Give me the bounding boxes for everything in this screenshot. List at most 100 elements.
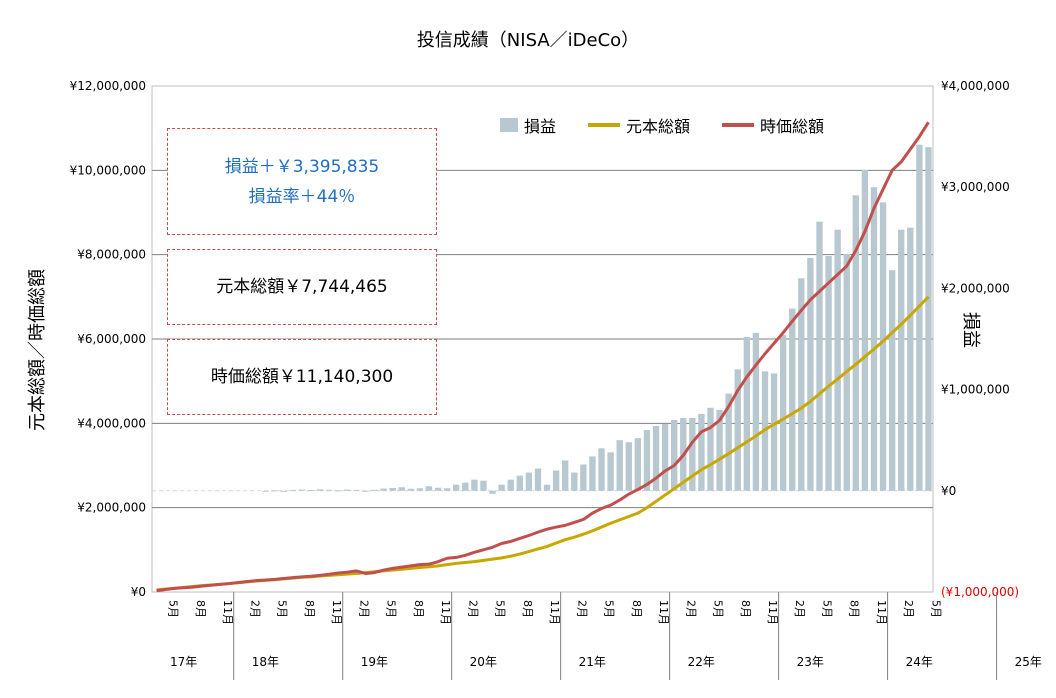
legend-market-swatch [722, 123, 755, 127]
left-tick-label: ¥6,000,000 [77, 332, 146, 346]
principal-summary-box: 元本総額￥7,744,465 [167, 249, 437, 325]
profit-bar [480, 480, 487, 491]
profit-bar [870, 187, 878, 491]
left-tick-label: ¥12,000,000 [70, 79, 146, 93]
profit-bar [334, 490, 342, 492]
profit-bar [888, 270, 896, 491]
profit-bar [498, 484, 505, 491]
profit-bar [298, 489, 306, 491]
profit-bar [425, 486, 433, 491]
profit-bar [453, 484, 460, 491]
year-label: 24年 [906, 655, 933, 669]
profit-bar [716, 409, 723, 491]
profit-bar [380, 488, 387, 491]
profit-bar [289, 489, 296, 491]
right-tick-label: ¥0 [941, 484, 956, 498]
profit-bar [407, 488, 414, 491]
year-label: 25年 [1015, 655, 1042, 669]
left-tick-label: ¥10,000,000 [70, 163, 146, 177]
profit-bar [807, 258, 814, 491]
legend-profit-label: 損益 [524, 117, 557, 136]
month-tick-label: 2月 [902, 600, 915, 618]
profit-bar [371, 489, 378, 491]
year-label: 23年 [797, 655, 824, 669]
legend-principal-label: 元本総額 [626, 117, 691, 136]
month-tick-label: 5月 [712, 600, 725, 618]
profit-bar [507, 479, 514, 491]
month-tick-label: 2月 [248, 600, 261, 618]
profit-bar [743, 336, 751, 491]
year-label: 18年 [252, 655, 279, 669]
month-tick-label: 2月 [684, 600, 697, 618]
market-line [156, 121, 930, 593]
legend-profit-swatch [500, 118, 518, 132]
profit-bar [589, 456, 596, 491]
profit-bar [798, 278, 805, 491]
profit-bar [552, 470, 560, 491]
profit-bar [861, 169, 869, 491]
profit-bar [698, 413, 705, 491]
legend-market-label: 時価総額 [760, 117, 825, 136]
profit-summary-text: 損益＋￥3,395,835 [224, 156, 380, 177]
month-tick-label: 2月 [575, 600, 588, 618]
month-tick-label: 5月 [385, 600, 398, 618]
profit-bar [489, 490, 496, 494]
profit-rate-text: 損益率＋44％ [248, 186, 356, 207]
profit-bar [516, 475, 523, 491]
left-tick-label: ¥8,000,000 [77, 248, 146, 262]
legend-principal: 元本総額 [588, 113, 690, 137]
month-tick-label: 11月 [657, 600, 670, 625]
profit-bar [280, 490, 287, 492]
month-tick-label: 8月 [194, 600, 207, 618]
month-tick-label: 5月 [167, 600, 180, 618]
profit-bar [671, 419, 678, 491]
profit-bar [834, 229, 841, 491]
right-tick-label: ¥3,000,000 [941, 180, 1010, 194]
year-label: 19年 [361, 655, 388, 669]
legend: 損益 元本総額 時価総額 [500, 113, 856, 137]
profit-bar [525, 472, 533, 491]
profit-bar [307, 489, 315, 491]
month-tick-label: 5月 [276, 600, 289, 618]
profit-bar [543, 484, 551, 491]
month-tick-label: 11月 [439, 600, 452, 625]
profit-bar [898, 229, 905, 491]
left-tick-label: ¥2,000,000 [77, 501, 146, 515]
profit-bar [825, 256, 832, 491]
profit-bar [852, 195, 859, 491]
year-label: 21年 [579, 655, 606, 669]
profit-bar [634, 438, 642, 491]
profit-bar [607, 452, 614, 491]
month-tick-label: 8月 [412, 600, 425, 618]
right-tick-label: ¥2,000,000 [941, 281, 1010, 295]
month-tick-label: 11月 [330, 600, 343, 625]
right-tick-label: ¥1,000,000 [941, 383, 1010, 397]
month-tick-label: 8月 [630, 600, 643, 618]
profit-bar [434, 487, 442, 491]
month-tick-label: 5月 [603, 600, 616, 618]
profit-bar [734, 369, 741, 491]
left-tick-label: ¥4,000,000 [77, 416, 146, 430]
profit-bar [471, 479, 478, 491]
profit-bar [879, 202, 887, 491]
profit-bar [907, 227, 914, 491]
profit-bar [325, 489, 333, 491]
profit-bar [571, 472, 578, 491]
profit-bar [271, 490, 278, 492]
profit-bar [562, 460, 569, 491]
left-axis-label: 元本総額／時価総額 [27, 269, 48, 431]
legend-profit: 損益 [500, 113, 556, 137]
left-tick-label: ¥0 [131, 585, 146, 599]
month-tick-label: 8月 [303, 600, 316, 618]
month-tick-label: 5月 [929, 600, 942, 618]
legend-principal-swatch [588, 123, 621, 127]
profit-bar [398, 487, 405, 491]
month-tick-label: 11月 [221, 600, 234, 625]
month-tick-label: 11月 [766, 600, 779, 625]
profit-bar [643, 430, 651, 491]
month-tick-label: 2月 [793, 600, 806, 618]
profit-bar [789, 308, 796, 491]
profit-bar [725, 393, 732, 491]
year-label: 17年 [170, 655, 197, 669]
